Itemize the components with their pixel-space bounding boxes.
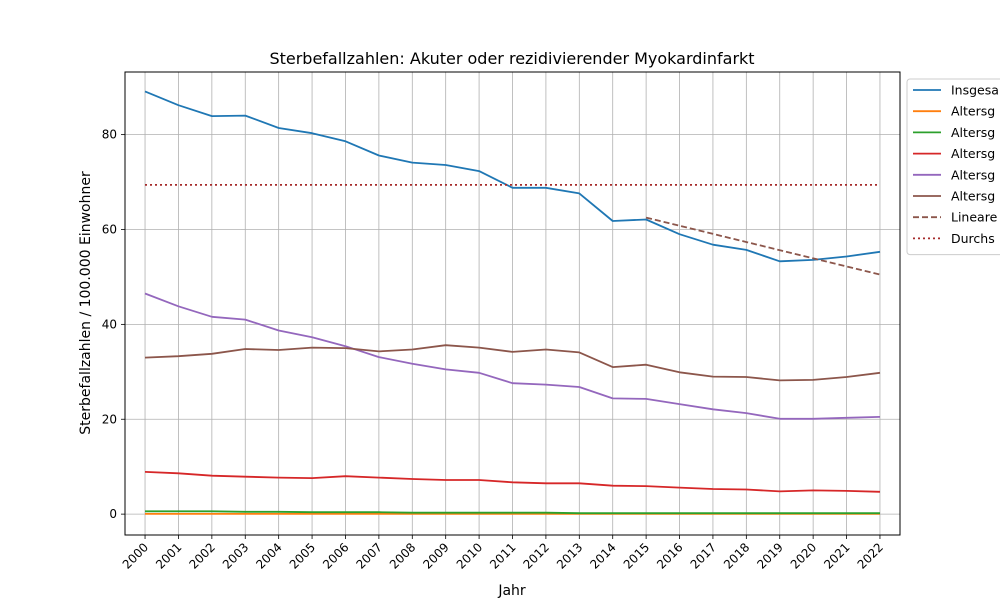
x-tick-label: 2010 [454,540,485,571]
y-axis: 0 20 40 60 80 [102,128,125,521]
series-line-4 [144,292,881,420]
legend-entry-label: Insgesa [951,83,999,98]
x-tick-label: 2013 [554,540,585,571]
x-tick-label: 2001 [153,540,184,571]
y-tick-label: 20 [102,412,117,426]
x-tick-label: 2017 [688,540,719,571]
series-layer [144,90,881,515]
x-tick-label: 2004 [253,540,284,571]
x-tick-label: 2007 [354,540,385,571]
x-tick-label: 2000 [120,540,151,571]
series-line-6 [645,216,881,276]
x-tick-label: 2021 [821,540,852,571]
series-line-5 [144,344,881,382]
y-axis-label: Sterbefallzahlen / 100.000 Einwohner [78,171,94,435]
x-tick-label: 2014 [587,540,618,571]
legend-entry-label: Altersg [951,104,995,119]
legend-entry-label: Lineare [951,210,998,225]
grid [125,72,900,535]
legend-entry-label: Altersg [951,167,995,182]
x-tick-label: 2016 [654,540,685,571]
x-tick-label: 2015 [621,540,652,571]
x-tick-label: 2005 [287,540,318,571]
y-tick-label: 60 [102,222,117,236]
x-axis-label: Jahr [497,583,526,599]
x-tick-label: 2009 [420,540,451,571]
x-tick-label: 2003 [220,540,251,571]
x-tick-label: 2008 [387,540,418,571]
x-tick-label: 2020 [788,540,819,571]
x-tick-label: 2012 [521,540,552,571]
x-tick-label: 2006 [320,540,351,571]
series-line-0 [144,90,881,263]
x-tick-label: 2011 [487,540,518,571]
x-tick-label: 2002 [186,540,217,571]
legend-entry-label: Durchs [951,231,995,246]
x-tick-label: 2018 [721,540,752,571]
chart-title: Sterbefallzahlen: Akuter oder rezidivier… [269,49,754,68]
x-axis: 2000 2001 2002 2003 2004 2005 2006 2007 2008 2009… [120,535,886,572]
y-tick-label: 40 [102,317,117,331]
legend-frame [906,78,1000,256]
legend-entry-label: Altersg [951,189,995,204]
legend-entry-label: Altersg [951,125,995,140]
x-tick-label: 2019 [754,540,785,571]
y-tick-label: 80 [102,128,117,142]
series-line-3 [144,471,881,493]
series-line-2 [145,510,880,515]
legend: Insgesa Altersg Altersg Altersg Altersg Alter… [906,78,1000,256]
y-tick-label: 0 [109,507,117,521]
legend-entry-label: Altersg [951,146,995,161]
x-tick-label: 2022 [855,540,886,571]
